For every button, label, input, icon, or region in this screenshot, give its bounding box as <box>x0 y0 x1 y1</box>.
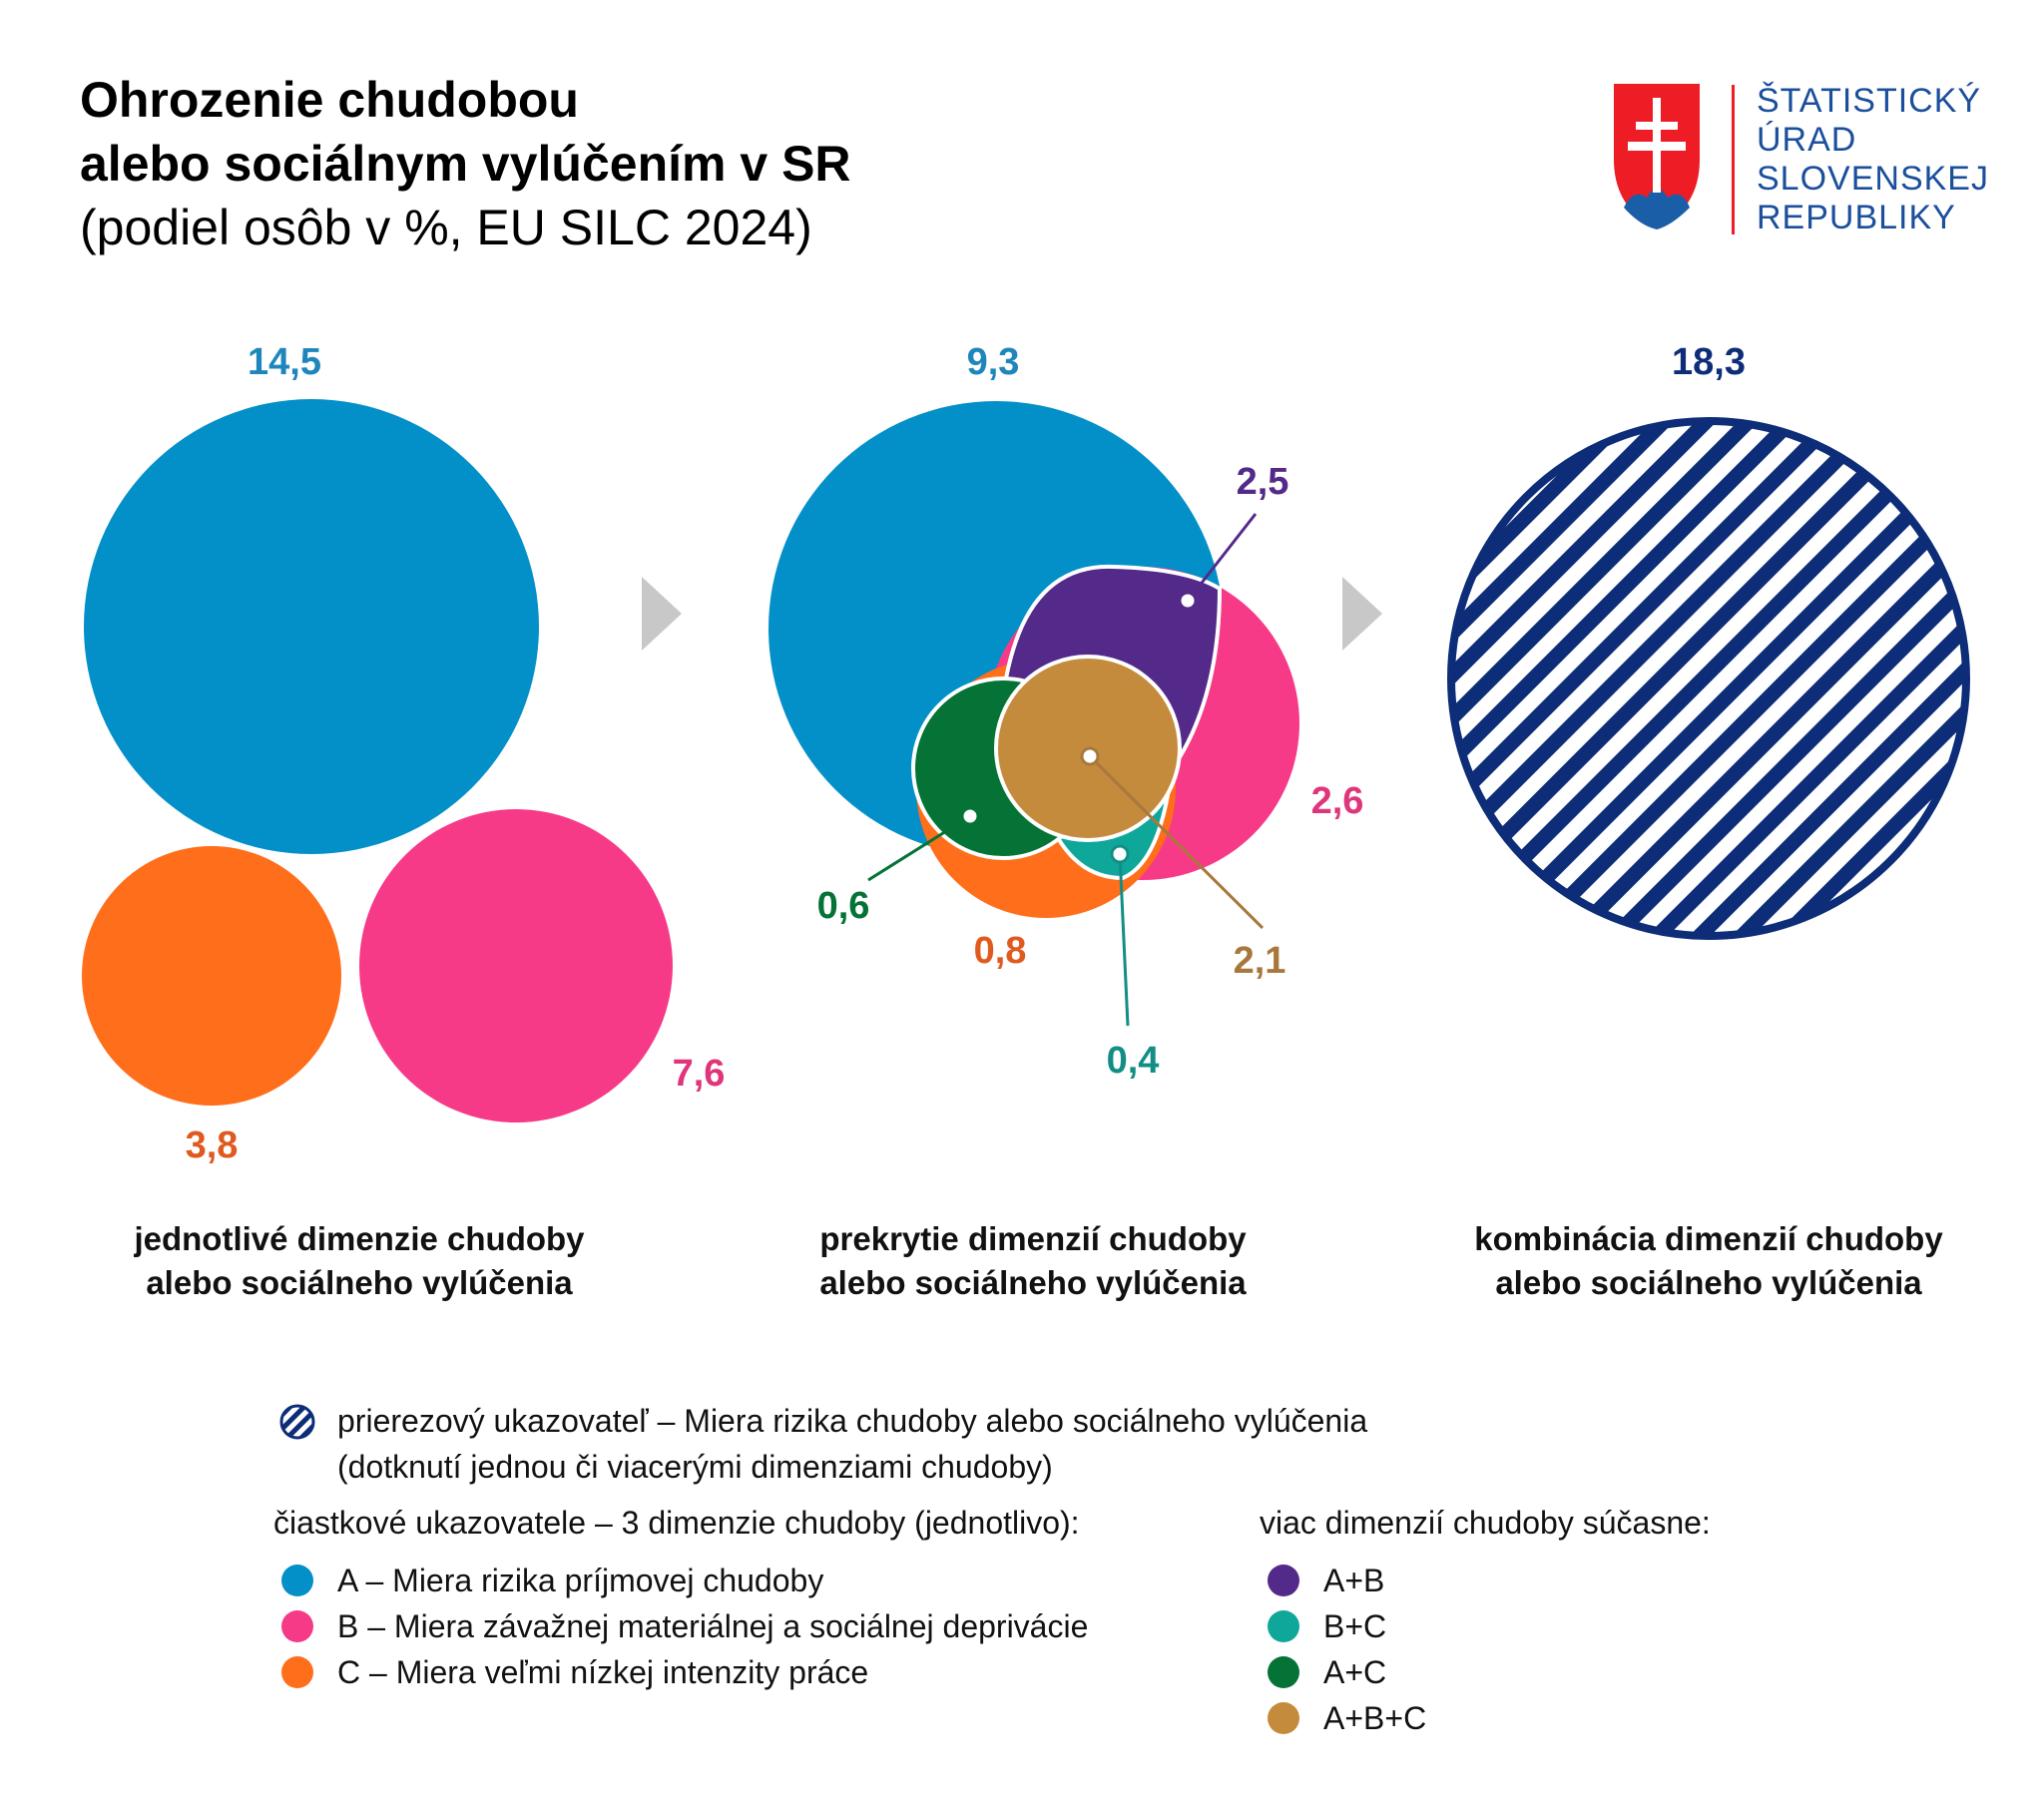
title-line-2: alebo sociálnym vylúčením v SR <box>80 136 851 192</box>
legend-AC-label: A+C <box>1323 1654 1387 1690</box>
venn-label-B: 2,6 <box>1311 780 1364 822</box>
venn-label-A: 9,3 <box>967 341 1020 383</box>
venn-label-BC: 0,4 <box>1107 1040 1160 1082</box>
panel-label-middle-2: alebo sociálneho vylúčenia <box>819 1264 1247 1301</box>
legend-multi-heading: viac dimenzií chudoby súčasne: <box>1260 1505 1711 1541</box>
slovak-coat-of-arms-icon <box>1614 84 1735 234</box>
subtitle: (podiel osôb v %, EU SILC 2024) <box>80 200 812 255</box>
venn-label-AB: 2,5 <box>1237 461 1289 503</box>
arrow-icon-1 <box>642 577 682 651</box>
legend-AB-label: A+B <box>1323 1563 1385 1598</box>
legend-C-icon <box>281 1656 313 1688</box>
marker-AB <box>1178 591 1198 611</box>
legend-ABC-label: A+B+C <box>1323 1700 1427 1736</box>
panel-label-middle-1: prekrytie dimenzií chudoby <box>819 1220 1247 1257</box>
circle-B <box>359 809 673 1122</box>
panel-label-left-2: alebo sociálneho vylúčenia <box>146 1264 573 1301</box>
logo-line-3: SLOVENSKEJ <box>1757 160 1989 198</box>
leader-ABC <box>1088 754 1265 930</box>
logo-text: ŠTATISTICKÝ ÚRAD SLOVENSKEJ REPUBLIKY <box>1757 82 1989 237</box>
panel-label-left-1: jednotlivé dimenzie chudoby <box>134 1220 585 1257</box>
marker-AC <box>960 806 980 826</box>
label-B: 7,6 <box>673 1053 726 1095</box>
marker-ABC <box>1080 746 1100 766</box>
page-title: Ohrozenie chudobou alebo sociálnym vylúč… <box>80 68 851 259</box>
circle-C <box>82 846 341 1106</box>
logo-line-4: REPUBLIKY <box>1757 199 1956 236</box>
panel-label-right-1: kombinácia dimenzií chudoby <box>1474 1220 1943 1257</box>
title-line-1: Ohrozenie chudobou <box>80 72 579 128</box>
venn-label-AC: 0,6 <box>817 885 870 927</box>
leader-BC <box>1118 853 1130 1027</box>
circle-total <box>1447 417 1970 940</box>
venn-label-C: 0,8 <box>974 930 1027 972</box>
logo-line-2: ÚRAD <box>1757 121 1857 159</box>
legend-A-icon <box>281 1565 313 1596</box>
legend-A-label: A – Miera rizika príjmovej chudoby <box>337 1563 824 1598</box>
legend-partial-heading: čiastkové ukazovatele – 3 dimenzie chudo… <box>273 1505 1080 1541</box>
legend-B-label: B – Miera závažnej materiálnej a sociáln… <box>337 1608 1089 1644</box>
legend-total-line-1: prierezový ukazovateľ – Miera rizika chu… <box>337 1403 1368 1439</box>
legend-total-text: prierezový ukazovateľ – Miera rizika chu… <box>337 1401 1367 1487</box>
legend-total-icon <box>279 1404 315 1440</box>
label-C: 3,8 <box>186 1124 239 1166</box>
legend-ABC-icon <box>1268 1702 1299 1734</box>
label-total: 18,3 <box>1672 341 1746 383</box>
legend-BC-label: B+C <box>1323 1608 1387 1644</box>
legend-BC-icon <box>1268 1610 1299 1642</box>
panel-label-middle: prekrytie dimenzií chudoby alebo sociáln… <box>773 1217 1292 1305</box>
panel-label-right-2: alebo sociálneho vylúčenia <box>1495 1264 1922 1301</box>
legend-total-line-2: (dotknutí jednou či viacerými dimenziami… <box>337 1449 1053 1485</box>
legend-AC-icon <box>1268 1656 1299 1688</box>
marker-BC <box>1110 844 1130 864</box>
legend-C-label: C – Miera veľmi nízkej intenzity práce <box>337 1654 869 1690</box>
label-A: 14,5 <box>248 341 321 383</box>
logo-line-1: ŠTATISTICKÝ <box>1757 82 1982 120</box>
venn-label-ABC: 2,1 <box>1234 940 1286 982</box>
arrow-icon-2 <box>1342 577 1382 651</box>
panel-label-left: jednotlivé dimenzie chudoby alebo sociál… <box>100 1217 619 1305</box>
legend-AB-icon <box>1268 1565 1299 1596</box>
leader-AB <box>1186 513 1258 602</box>
legend-B-icon <box>281 1610 313 1642</box>
panel-label-right: kombinácia dimenzií chudoby alebo sociál… <box>1449 1217 1968 1305</box>
circle-A <box>84 399 539 854</box>
leader-AC <box>867 814 971 882</box>
